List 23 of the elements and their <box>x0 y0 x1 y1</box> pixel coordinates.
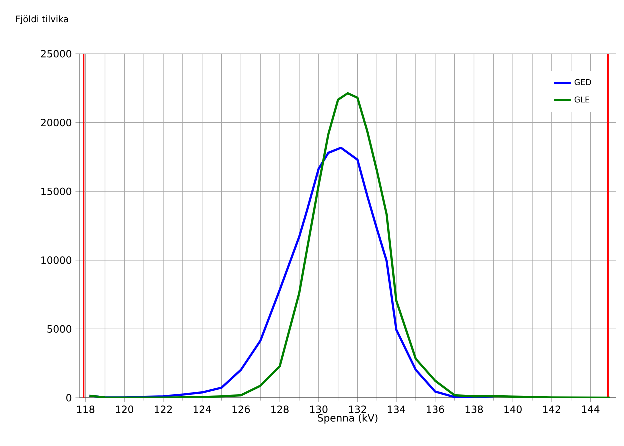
y-tick-label: 0 <box>66 394 72 402</box>
x-tick-label: 128 <box>272 406 289 414</box>
x-tick-label: 124 <box>194 406 212 414</box>
x-tick-label: 140 <box>504 406 522 414</box>
x-axis-title: Spenna (kV) <box>318 414 378 424</box>
x-tick-label: 138 <box>466 406 484 414</box>
y-tick-label: 25000 <box>41 50 72 58</box>
x-tick-label: 144 <box>582 406 600 414</box>
x-tick-label: 142 <box>544 406 560 414</box>
y-tick-label: 10000 <box>42 256 72 264</box>
x-tick-label: 120 <box>116 406 134 414</box>
x-tick-label: 122 <box>155 406 172 414</box>
y-tick-label: 20000 <box>41 119 72 127</box>
x-tick-label: 118 <box>77 406 95 414</box>
y-tick-label: 15000 <box>42 188 72 196</box>
x-tick-label: 136 <box>426 406 444 414</box>
line-series <box>88 92 612 398</box>
x-tick-label: 132 <box>349 406 366 414</box>
y-axis-title: Fjöldi tilvika <box>16 16 68 24</box>
x-tick-label: 134 <box>388 406 406 414</box>
x-tick-label: 126 <box>232 406 250 414</box>
x-tick-label: 130 <box>310 406 328 414</box>
y-tick-label: 5000 <box>48 325 72 333</box>
